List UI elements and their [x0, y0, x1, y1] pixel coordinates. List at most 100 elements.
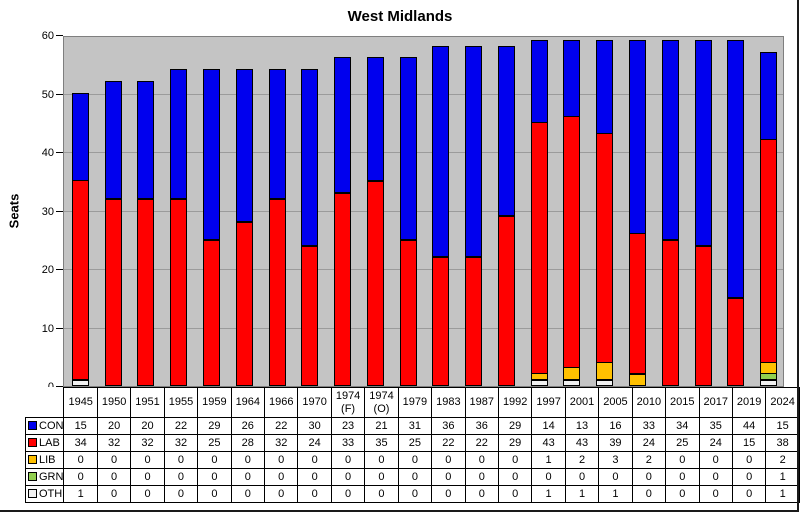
- y-tick-label: 60: [41, 30, 54, 42]
- value-cell: 35: [698, 417, 733, 435]
- legend-swatch-lab: [28, 438, 37, 447]
- y-axis-tick: [56, 386, 63, 387]
- value-cell: 25: [197, 434, 232, 452]
- value-cell: 0: [130, 485, 165, 503]
- value-cell: 32: [96, 434, 132, 452]
- data-table: 1945 1950 1951 1955 1959 1964 1966 1970 1974 (F)…: [24, 387, 800, 503]
- bar-segment-oth: [71, 380, 89, 386]
- value-cell: 0: [698, 485, 733, 503]
- value-cell: 0: [731, 485, 767, 503]
- value-cell: 0: [330, 468, 366, 486]
- value-cell: 0: [464, 468, 499, 486]
- year-header-cell: 1970: [297, 387, 332, 418]
- bar-segment-lab: [366, 181, 384, 386]
- value-cell: 34: [63, 434, 98, 452]
- value-cell: 0: [431, 451, 466, 469]
- bar-segment-con: [432, 45, 450, 258]
- gridline: [64, 210, 783, 212]
- bar-segment-con: [366, 57, 384, 182]
- value-cell: 25: [665, 434, 700, 452]
- year-header-cell: 1951: [130, 387, 165, 418]
- bar-segment-con: [530, 39, 548, 123]
- bar-segment-con: [170, 69, 188, 199]
- value-cell: 3: [598, 451, 633, 469]
- value-cell: 0: [631, 468, 667, 486]
- series-name-label: GRN: [39, 471, 64, 483]
- value-cell: 0: [96, 485, 132, 503]
- bar-segment-lab: [202, 239, 220, 386]
- value-cell: 0: [297, 451, 332, 469]
- bar-segment-lib: [596, 361, 614, 381]
- bar-segment-lab: [170, 198, 188, 386]
- value-cell: 20: [130, 417, 165, 435]
- value-cell: 36: [431, 417, 466, 435]
- series-name-label: LIB: [39, 454, 56, 466]
- bar-segment-lab: [629, 232, 647, 375]
- value-cell: 44: [731, 417, 767, 435]
- value-cell: 0: [96, 451, 132, 469]
- bar-segment-lab: [596, 133, 614, 363]
- value-cell: 0: [598, 468, 633, 486]
- bar-segment-con: [202, 69, 220, 240]
- y-tick-label: 40: [41, 147, 54, 159]
- series-name-cell: CON: [24, 417, 65, 435]
- value-cell: 0: [63, 468, 98, 486]
- year-header-cell: 1987: [464, 387, 499, 418]
- year-header-cell: 2024: [765, 387, 800, 418]
- bar-segment-con: [497, 45, 515, 217]
- value-cell: 0: [364, 485, 399, 503]
- y-axis-tick: [56, 35, 63, 36]
- value-cell: 22: [264, 417, 299, 435]
- value-cell: 0: [364, 451, 399, 469]
- y-tick-label: 30: [41, 205, 54, 218]
- year-header-cell: 1992: [497, 387, 533, 418]
- series-name-label: OTH: [39, 488, 63, 500]
- bar-segment-con: [629, 39, 647, 234]
- bar-segment-con: [235, 69, 253, 223]
- bar-segment-lab: [661, 239, 679, 386]
- value-cell: 0: [297, 485, 332, 503]
- value-cell: 22: [431, 434, 466, 452]
- bar-segment-oth: [530, 380, 548, 386]
- legend-swatch-lib: [28, 455, 37, 464]
- value-cell: 30: [297, 417, 332, 435]
- value-cell: 0: [264, 451, 299, 469]
- value-cell: 32: [130, 434, 165, 452]
- bar-segment-con: [563, 39, 581, 117]
- bar-segment-con: [727, 39, 745, 299]
- value-cell: 0: [364, 468, 399, 486]
- bar-segment-lab: [235, 222, 253, 386]
- legend-swatch-oth: [28, 489, 37, 498]
- series-name-cell: OTH: [24, 485, 65, 503]
- value-cell: 14: [531, 417, 566, 435]
- value-cell: 23: [330, 417, 366, 435]
- year-header-cell: 1964: [230, 387, 266, 418]
- gridline: [64, 269, 783, 270]
- bar-segment-lab: [432, 257, 450, 386]
- bar-segment-lab: [301, 245, 319, 386]
- value-cell: 39: [598, 434, 633, 452]
- y-axis-tick: [56, 152, 63, 153]
- value-cell: 34: [665, 417, 700, 435]
- bar-segment-lab: [760, 139, 778, 363]
- value-cell: 26: [230, 417, 266, 435]
- chart-title: West Midlands: [347, 8, 453, 25]
- bar-segment-lib: [563, 367, 581, 381]
- value-cell: 0: [564, 468, 600, 486]
- year-header-cell: 2019: [731, 387, 767, 418]
- value-cell: 0: [397, 468, 433, 486]
- bar-segment-lab: [530, 121, 548, 375]
- bar-segment-lab: [465, 257, 483, 386]
- bar-segment-lib: [629, 374, 647, 386]
- value-cell: 33: [330, 434, 366, 452]
- value-cell: 29: [497, 434, 533, 452]
- value-cell: 43: [531, 434, 566, 452]
- value-cell: 0: [96, 468, 132, 486]
- bar-segment-lab: [727, 298, 745, 386]
- y-axis-tick: [56, 327, 63, 329]
- value-cell: 1: [765, 485, 800, 503]
- bar-segment-lab: [563, 115, 581, 369]
- value-cell: 0: [497, 451, 533, 469]
- series-name-cell: LAB: [24, 434, 65, 452]
